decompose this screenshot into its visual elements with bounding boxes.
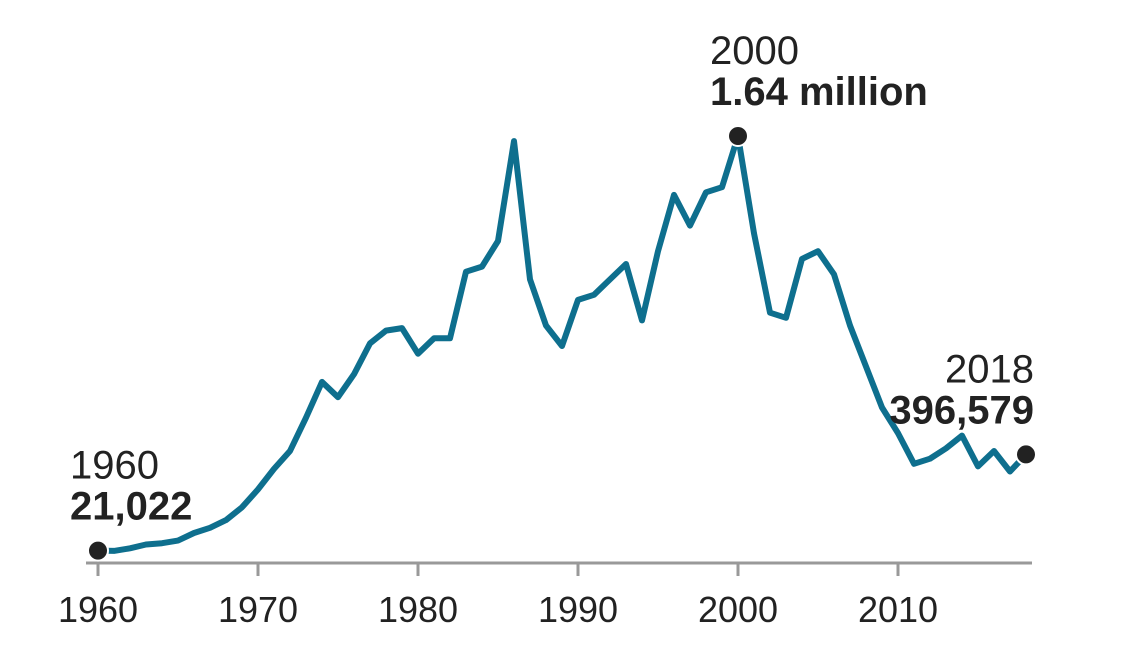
annotation-marker: [87, 539, 109, 562]
x-tick-label: 1990: [538, 589, 618, 630]
annotation-value: 1.64 million: [710, 70, 928, 114]
annotation-value: 21,022: [70, 485, 192, 529]
annotation-year: 1960: [70, 444, 159, 488]
plot-area: [95, 133, 1029, 554]
annotation-marker: [1015, 443, 1037, 466]
x-tick-label: 1970: [218, 589, 298, 630]
x-tick-label: 2000: [698, 589, 778, 630]
annotation-year: 2018: [945, 347, 1034, 391]
x-tick-label: 2010: [858, 589, 938, 630]
x-tick-label: 1980: [378, 589, 458, 630]
annotation-value: 396,579: [889, 388, 1034, 432]
annotation-marker: [727, 125, 749, 147]
x-axis: 1960 1970 1980 1990 2000 2010: [58, 561, 1032, 630]
series-line: [95, 133, 1029, 554]
annotation-year: 2000: [710, 29, 799, 73]
x-tick-label: 1960: [58, 589, 138, 630]
